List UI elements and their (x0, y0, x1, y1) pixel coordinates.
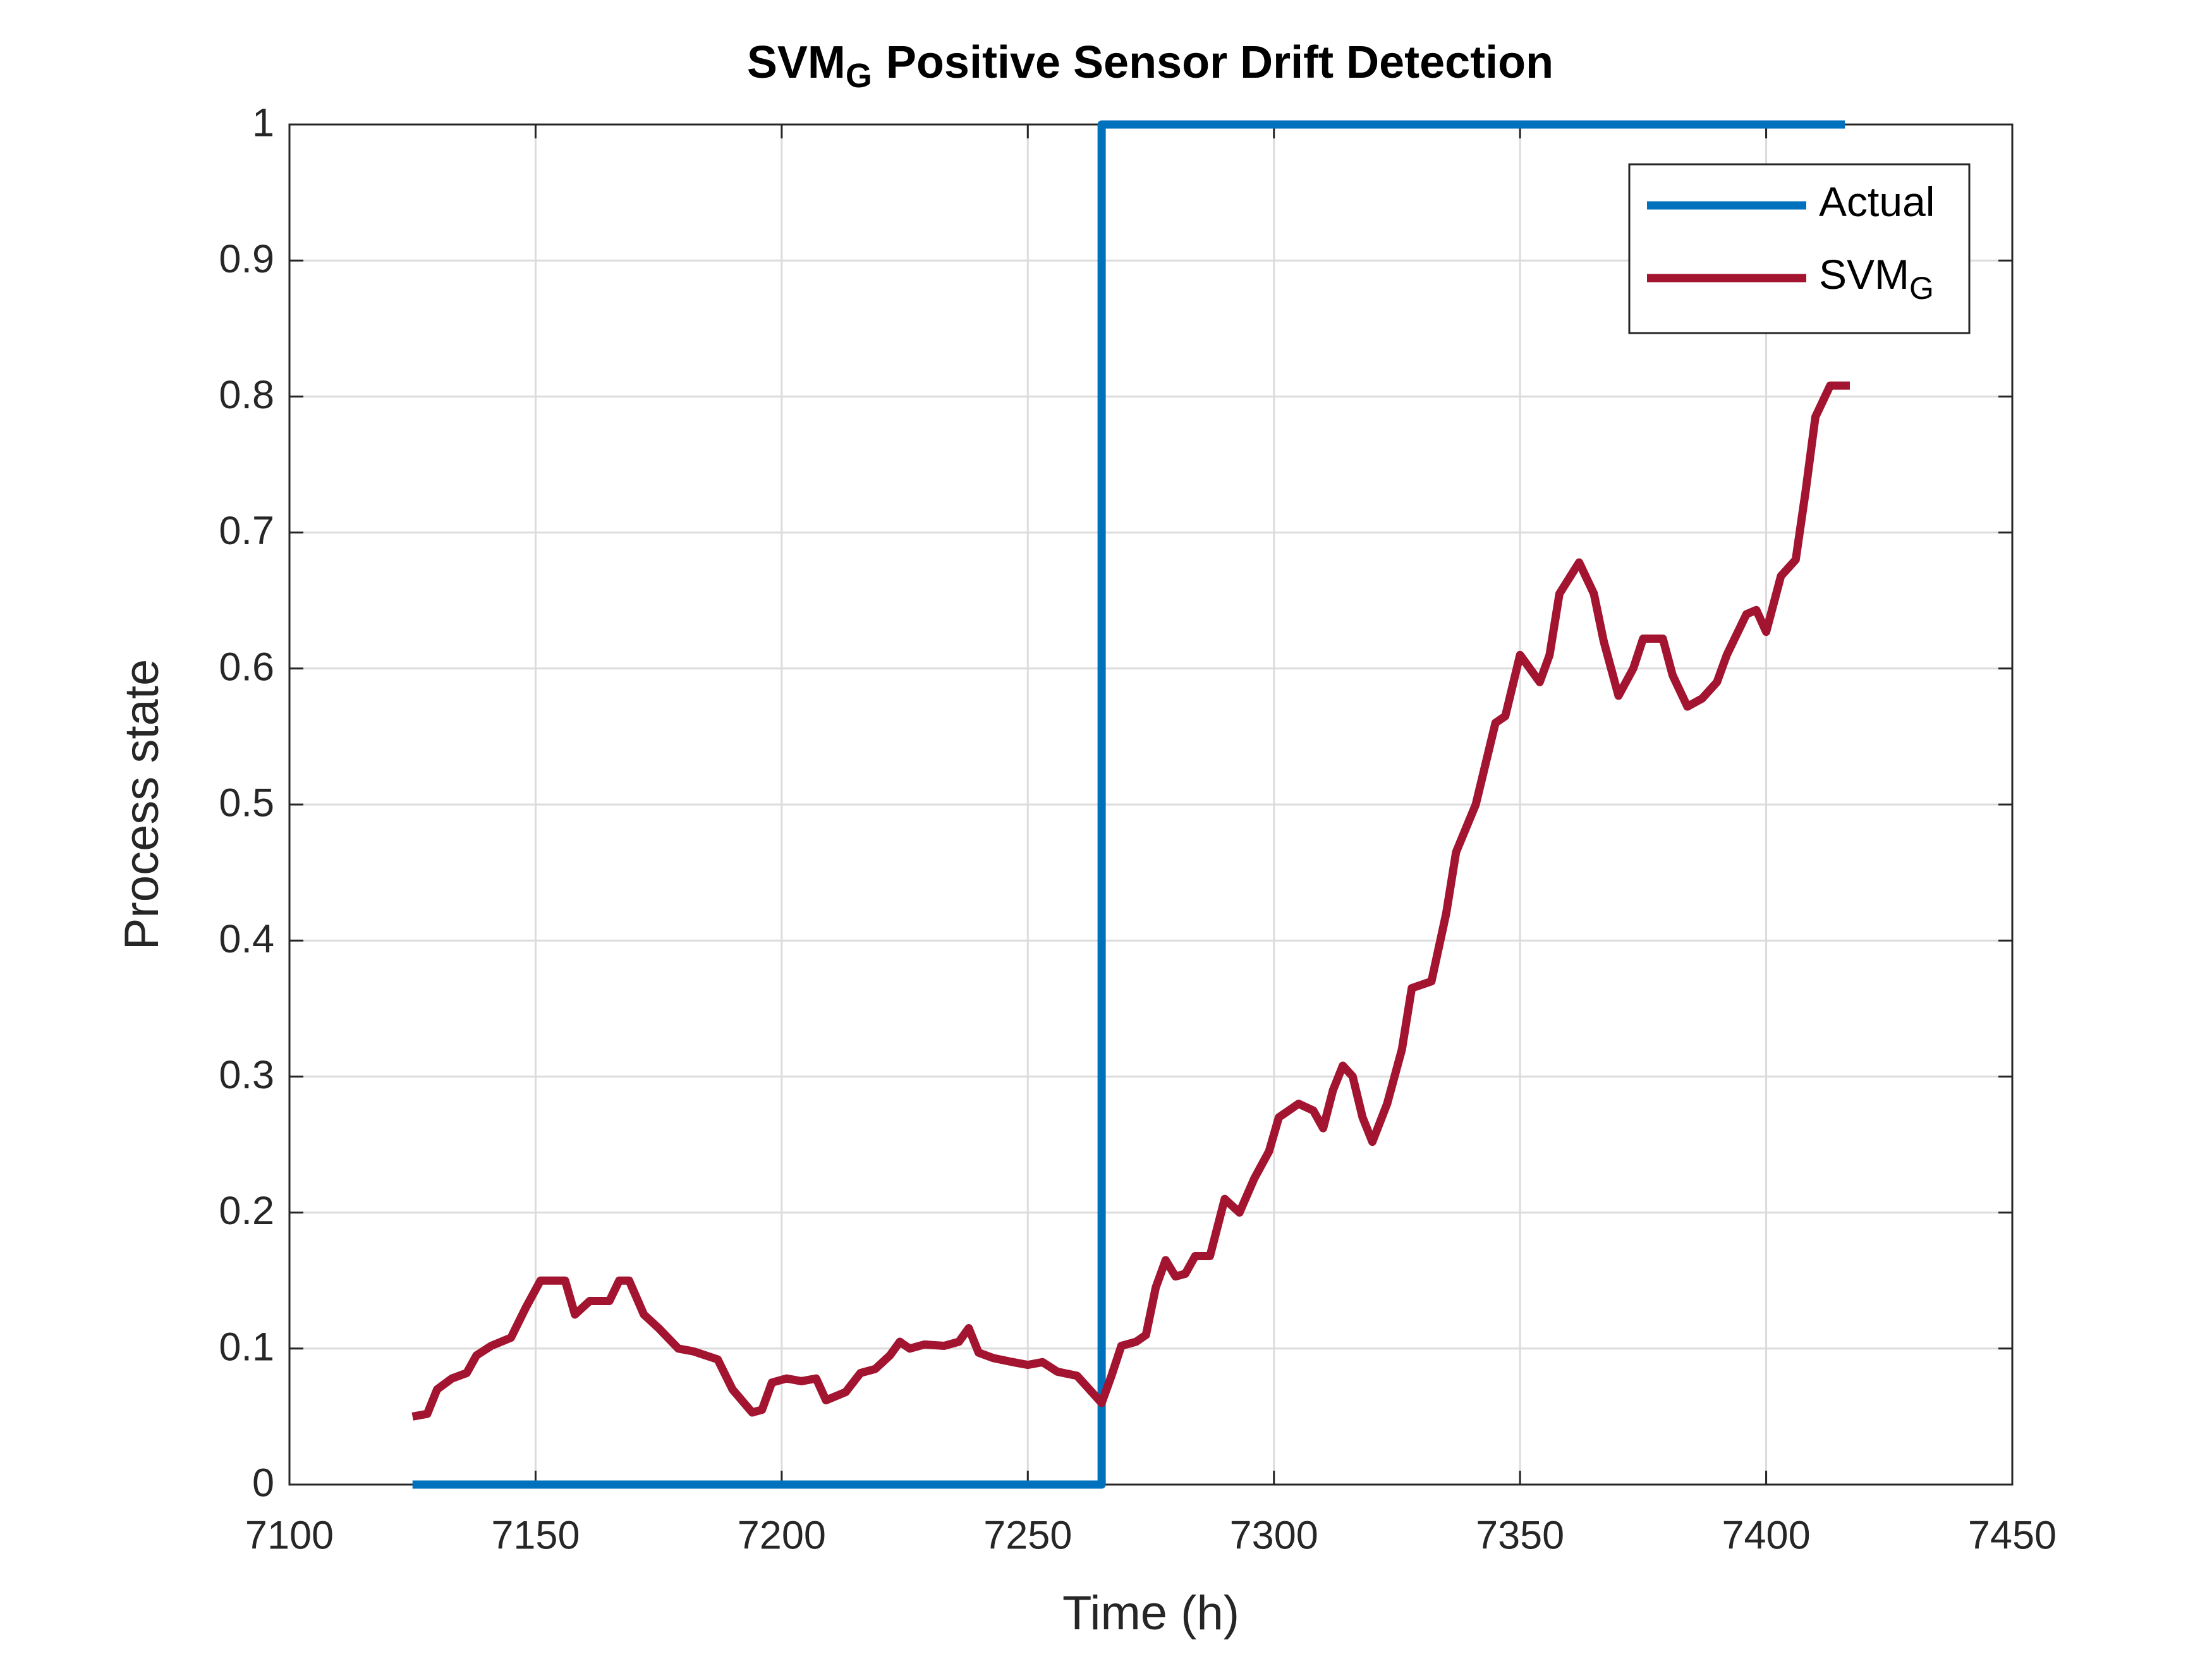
legend-name: Actual (1819, 178, 1935, 225)
legend-label: SVMG (1819, 251, 1934, 306)
x-tick-label: 7300 (1230, 1514, 1318, 1558)
y-tick-label: 0.4 (219, 917, 274, 961)
x-tick-label: 7200 (738, 1514, 826, 1558)
x-tick-label: 7150 (491, 1514, 580, 1558)
x-axis-label: Time (h) (1062, 1586, 1239, 1640)
y-tick-label: 0.1 (219, 1325, 274, 1369)
x-tick-label: 7350 (1476, 1514, 1564, 1558)
y-tick-label: 0.2 (219, 1189, 274, 1233)
title-subscript: G (846, 57, 872, 95)
x-tick-label: 7450 (1968, 1514, 2057, 1558)
x-tick-label: 7100 (245, 1514, 334, 1558)
series-line (412, 120, 1845, 1489)
legend-box (1628, 163, 1971, 334)
series-line (411, 381, 1850, 1421)
x-tick-label: 7400 (1722, 1514, 1810, 1558)
y-axis-label: Process state (115, 659, 169, 950)
y-tick-label: 0.5 (219, 781, 274, 825)
legend-label: Actual (1819, 178, 1935, 225)
x-tick-label: 7250 (983, 1514, 1072, 1558)
legend-subscript: G (1909, 270, 1934, 306)
y-tick-label: 0.6 (219, 645, 274, 689)
y-tick-label: 0 (252, 1461, 274, 1505)
y-tick-label: 0.7 (219, 509, 274, 553)
y-tick-label: 0.9 (219, 237, 274, 281)
title-rest: Positive Sensor Drift Detection (886, 37, 1553, 88)
y-tick-label: 1 (252, 101, 274, 145)
title-main: SVM (747, 37, 846, 88)
y-tick-label: 0.8 (219, 373, 274, 417)
y-tick-label: 0.3 (219, 1053, 274, 1097)
chart-title: SVMG Positive Sensor Drift Detection (747, 37, 1553, 95)
legend-name: SVM (1819, 251, 1909, 298)
